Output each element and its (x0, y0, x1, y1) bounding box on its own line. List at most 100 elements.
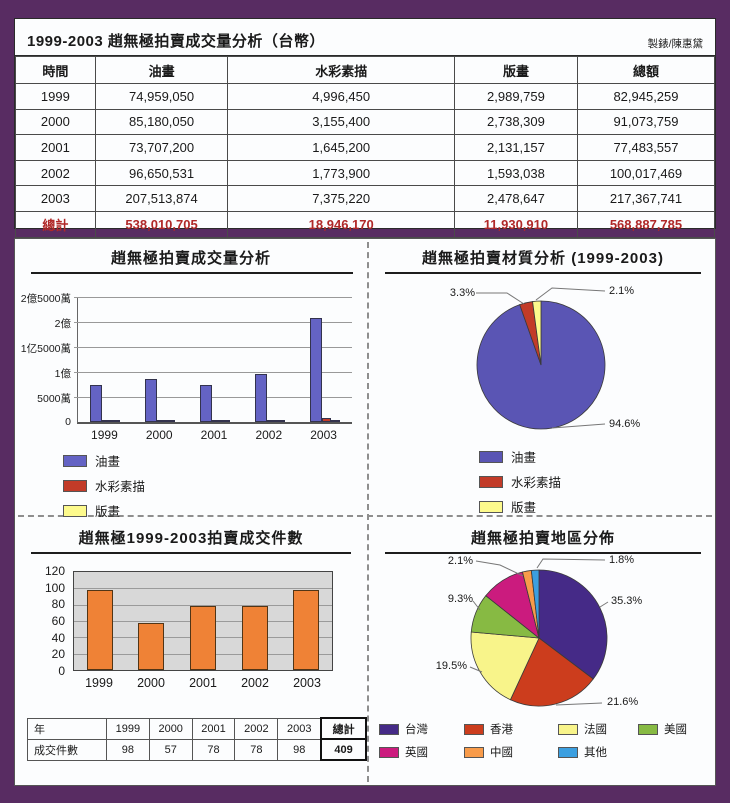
legend-item-香港: 香港 (464, 721, 558, 737)
legend-label: 英國 (405, 747, 428, 759)
value-cell: 2,131,157 (453, 134, 578, 161)
legend-label: 油畫 (95, 455, 121, 469)
legend-swatch (63, 479, 87, 492)
bar-2003 (293, 589, 320, 670)
legend-item-油畫: 油畫 (63, 451, 145, 470)
legend-item-法國: 法國 (558, 721, 638, 737)
charts-panel: 趙無極拍賣成交量分析 2億5000萬 2億 1亿5000萬 1億 5000萬 0 1999… (14, 238, 716, 786)
legend-swatch (63, 454, 87, 467)
value-cell: 207,513,874 (94, 185, 229, 212)
pie-label-print: 2.1% (609, 285, 635, 297)
x-tick-label: 2001 (189, 676, 217, 690)
bar-2002 (241, 606, 268, 670)
y-tick-label: 0 (58, 664, 65, 678)
bar-水彩素描 (321, 418, 331, 422)
bar-水彩素描 (157, 420, 167, 422)
x-axis: 1999 2000 2001 2002 2003 (73, 676, 333, 690)
pie-label-france: 19.5% (435, 660, 467, 672)
title-underline (385, 272, 701, 274)
pie-slices (470, 569, 608, 707)
chart-title: 趙無極拍賣地區分佈 (470, 530, 615, 547)
summary-cell: 98 (105, 738, 150, 761)
x-tick-label: 2002 (255, 428, 283, 442)
legend-label: 中國 (490, 747, 513, 759)
table-row: 2001 73,707,200 1,645,200 2,131,157 77,483,5… (15, 134, 716, 161)
sales-table: 時間 油畫 水彩素描 版畫 總額 1999 74,959,050 4,996,450 2,98… (15, 56, 716, 238)
pie-slice-香港 (509, 637, 594, 707)
leader-lines (469, 558, 609, 706)
bar-版畫 (111, 420, 121, 422)
value-cell: 1,593,038 (453, 159, 578, 187)
legend-swatch (63, 504, 87, 517)
legend-label: 油畫 (511, 451, 537, 465)
x-tick-label: 2001 (200, 428, 228, 442)
leader-lines (476, 287, 606, 429)
sales-table-body: 1999 74,959,050 4,996,450 2,989,759 82,945,2… (15, 83, 716, 238)
summary-cell: 57 (148, 738, 193, 761)
y-axis: 0 20 40 60 80 100 120 (15, 564, 65, 678)
chart-title: 趙無極拍賣材質分析 (1999-2003) (422, 250, 664, 267)
bar-油畫 (199, 385, 212, 422)
summary-cell: 2001 (191, 717, 236, 740)
gridline (74, 297, 352, 298)
title-underline (385, 552, 701, 554)
sales-table-panel: 1999-2003 趙無極拍賣成交量分析（台幣） 製錶/陳惠黛 時間 油畫 水彩素描… (14, 18, 716, 238)
pie-slices (476, 300, 606, 430)
column-header: 總額 (576, 56, 716, 84)
x-tick-label: 2000 (145, 428, 173, 442)
dashed-divider-horizontal (18, 515, 712, 517)
gridline (74, 604, 332, 606)
pie-slice-台灣 (538, 569, 608, 680)
pie-label-usa: 9.3% (447, 593, 473, 605)
value-cell: 2,738,309 (453, 108, 578, 136)
value-cell: 100,017,469 (576, 159, 716, 187)
year-cell: 1999 (15, 83, 96, 110)
report-title: 1999-2003 趙無極拍賣成交量分析（台幣） (27, 33, 325, 50)
title-underline (31, 272, 353, 274)
value-cell: 4,996,450 (227, 83, 455, 110)
pie-svg (469, 558, 609, 707)
plot-area (74, 297, 352, 424)
bar-版畫 (220, 420, 230, 422)
y-tick-label: 120 (44, 564, 65, 578)
lots-bar-chart: 趙無極1999-2003拍賣成交件數 0 20 40 60 80 100 120 1999 2… (15, 515, 367, 787)
material-pie-chart: 趙無極拍賣材質分析 (1999-2003) 3.3% 2.1% 94.6% 油畫… (369, 239, 717, 515)
bar-版畫 (275, 420, 285, 422)
dashed-divider-vertical (367, 242, 369, 782)
year-cell: 2000 (15, 108, 96, 136)
legend-item-油畫: 油畫 (479, 447, 561, 466)
summary-total: 總計 (320, 717, 367, 740)
summary-row-label: 年 (27, 717, 107, 740)
bar-group-2002 (242, 297, 297, 422)
gridline (74, 322, 352, 323)
bar-水彩素描 (266, 420, 276, 422)
column-header: 時間 (15, 56, 96, 84)
legend: 台灣 香港 法國 美國 英國 中國 其他 (379, 721, 716, 760)
bar-油畫 (254, 373, 267, 422)
legend-label: 版畫 (95, 505, 121, 519)
y-tick-label: 80 (51, 597, 65, 612)
y-tick-label: 1亿5000萬 (20, 343, 71, 355)
column-header: 版畫 (453, 56, 578, 84)
legend-item-版畫: 版畫 (63, 501, 145, 520)
pie-label-hongkong: 21.6% (607, 696, 639, 708)
pie-slice-法國 (470, 631, 540, 701)
legend-label: 版畫 (511, 501, 537, 515)
value-cell: 217,367,741 (576, 185, 716, 212)
y-tick-label: 60 (51, 614, 65, 628)
legend-label: 其他 (584, 747, 607, 759)
year-cell: 2003 (15, 185, 96, 212)
plot-area (73, 571, 333, 671)
bar-水彩素描 (102, 419, 112, 422)
legend: 油畫 水彩素描 版畫 (63, 451, 145, 520)
region-pie-chart: 趙無極拍賣地區分佈 2.1% 1.8% 35.3% 21.6% 19.5% 9.… (369, 515, 717, 787)
legend-swatch (558, 723, 578, 735)
legend-label: 水彩素描 (511, 476, 562, 490)
table-row: 2003 207,513,874 7,375,220 2,478,647 217,367… (15, 185, 716, 212)
value-cell: 96,650,531 (94, 159, 229, 187)
legend-swatch (479, 500, 503, 513)
legend-swatch (479, 475, 503, 488)
legend-item-其他: 其他 (558, 744, 638, 760)
sales-table-head: 時間 油畫 水彩素描 版畫 總額 (15, 56, 716, 84)
